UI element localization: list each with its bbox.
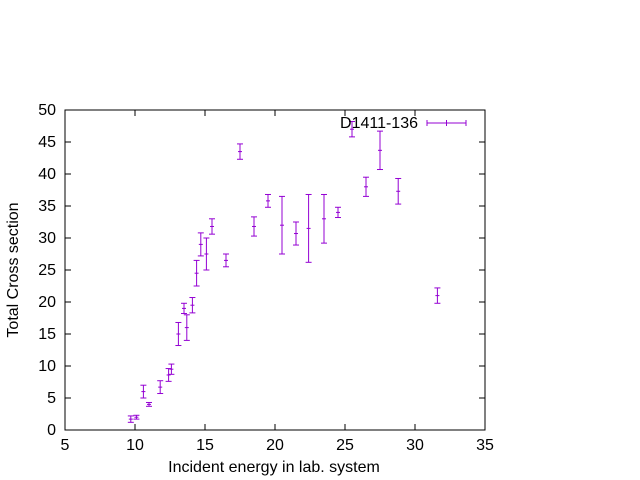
data-point <box>157 380 164 395</box>
data-point <box>127 415 134 423</box>
y-tick-label: 10 <box>38 358 56 375</box>
data-point <box>335 206 341 219</box>
legend: D1411-136 <box>340 115 467 132</box>
legend-label: D1411-136 <box>340 115 418 132</box>
x-tick-label: 35 <box>476 437 494 454</box>
y-axis-label: Total Cross section <box>5 202 22 337</box>
data-point <box>175 321 182 347</box>
y-tick-label: 30 <box>38 230 56 247</box>
legend-sample <box>426 120 467 126</box>
data-point <box>189 297 196 314</box>
data-point <box>133 414 140 420</box>
data-point <box>279 195 285 255</box>
data-point <box>165 368 172 382</box>
x-tick-label: 25 <box>336 437 354 454</box>
plot-frame <box>64 109 486 431</box>
data-point <box>140 384 147 399</box>
x-tick-label: 10 <box>126 437 144 454</box>
data-point <box>168 363 175 375</box>
data-point <box>251 216 257 237</box>
y-tick-label: 50 <box>38 102 56 119</box>
y-tick-label: 15 <box>38 326 56 343</box>
y-tick-label: 20 <box>38 294 56 311</box>
data-point <box>193 259 200 287</box>
x-tick-label: 20 <box>266 437 284 454</box>
data-point <box>363 176 369 197</box>
data-point <box>209 218 215 235</box>
data-point <box>349 121 355 138</box>
y-axis: 0 5 10 15 20 25 30 35 40 45 50 <box>38 102 485 439</box>
y-tick-label: 0 <box>47 422 56 439</box>
data-point <box>146 401 152 407</box>
data-point <box>293 221 299 246</box>
data-point <box>203 237 210 271</box>
x-axis-label: Incident energy in lab. system <box>168 459 380 476</box>
y-tick-label: 40 <box>38 166 56 183</box>
x-axis: 5 10 15 20 25 30 35 <box>61 110 494 454</box>
data-point <box>265 193 271 208</box>
data-point <box>377 130 383 171</box>
x-tick-label: 15 <box>196 437 214 454</box>
data-point <box>223 253 229 268</box>
data-point <box>181 302 187 315</box>
data-point <box>183 314 190 341</box>
data-point <box>305 193 312 263</box>
x-tick-label: 5 <box>61 437 70 454</box>
y-tick-label: 5 <box>47 390 56 407</box>
data-point <box>321 193 327 244</box>
x-tick-label: 30 <box>406 437 424 454</box>
data-point <box>237 143 243 160</box>
data-point <box>395 177 402 205</box>
data-point <box>434 287 441 304</box>
y-tick-label: 25 <box>38 262 56 279</box>
data-series <box>127 121 441 423</box>
y-tick-label: 45 <box>38 134 56 151</box>
y-tick-label: 35 <box>38 198 56 215</box>
data-point <box>197 232 204 257</box>
